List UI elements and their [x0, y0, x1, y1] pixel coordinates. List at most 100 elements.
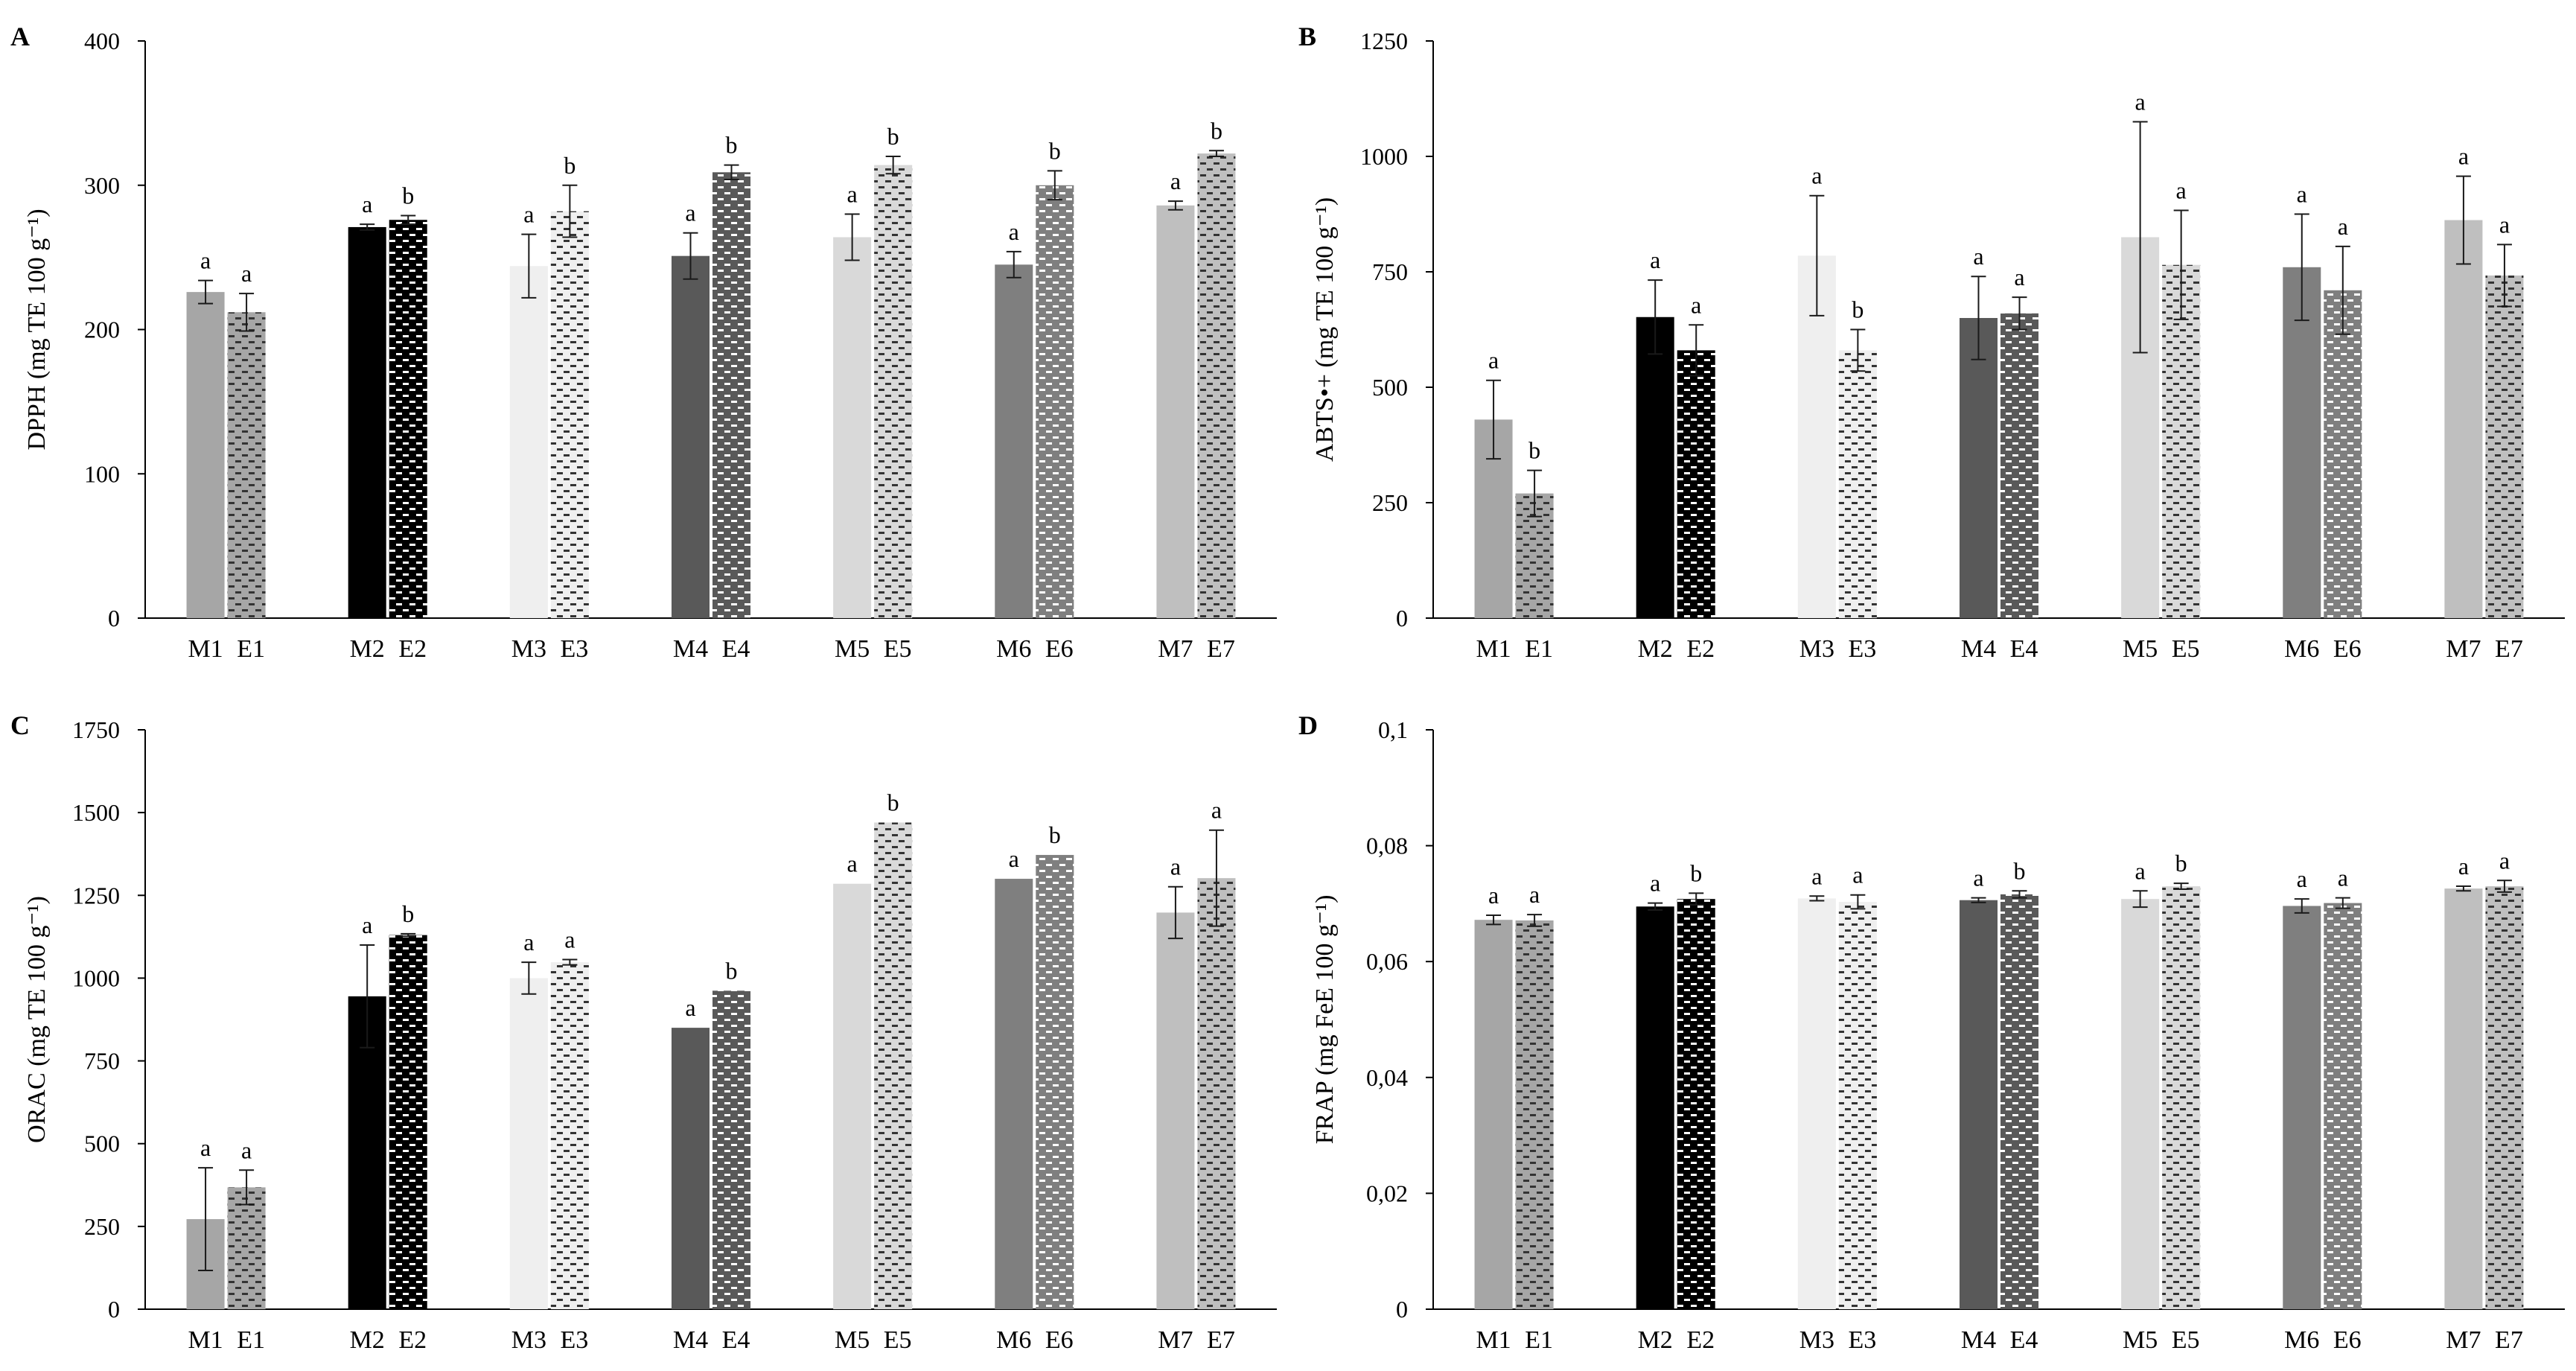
panel-a-chart: A 0 100 200 300 400 DPPH (mg TE 100 g⁻¹) a a M1 E1… [0, 0, 1288, 684]
x-tick-label-e6: E6 [1045, 1326, 1074, 1354]
errorbar-m3 [1809, 194, 1825, 316]
sig-label-m6: a [2297, 181, 2307, 208]
bar-e7 [2485, 886, 2524, 1309]
x-tick-label-m5: M5 [2123, 635, 2158, 663]
errorbar-e7 [1208, 829, 1224, 927]
sig-label-m2: a [1650, 246, 1660, 273]
x-tick-label-e3: E3 [560, 635, 588, 663]
x-tick-label-m7: M7 [1158, 1326, 1193, 1354]
x-tick-label-e6: E6 [1045, 635, 1074, 663]
sig-label-e6: a [2338, 213, 2348, 240]
x-tick-label-m2: M2 [350, 1326, 385, 1354]
x-tick-label-m6: M6 [996, 635, 1031, 663]
sig-label-m2: a [362, 191, 372, 217]
bar-m1 [1474, 920, 1513, 1309]
x-tick-label-e5: E5 [2172, 635, 2200, 663]
bar-m7 [2444, 888, 2483, 1309]
bar-e7 [1197, 878, 1236, 1309]
x-tick-label-m4: M4 [1961, 1326, 1996, 1354]
bar-m6 [995, 879, 1033, 1309]
sig-label-e1: a [241, 260, 252, 287]
x-tick-label-e5: E5 [884, 1326, 912, 1354]
sig-label-m3: a [1811, 862, 1822, 889]
x-tick-label-e3: E3 [560, 1326, 588, 1354]
errorbar-m4 [683, 232, 698, 280]
bar-m1 [186, 292, 225, 618]
bar-m2 [1636, 906, 1674, 1309]
x-tick-label-e4: E4 [722, 1326, 750, 1354]
errorbar-e3 [562, 958, 578, 966]
panel-d-letter: D [1298, 710, 1318, 740]
sig-label-e7: a [2499, 211, 2510, 238]
errorbar-m7 [1167, 885, 1183, 940]
errorbar-e1 [239, 1169, 255, 1206]
y-tick-label: 200 [84, 316, 120, 343]
errorbar-m6 [2294, 213, 2309, 322]
sig-label-m4: a [685, 994, 695, 1021]
sig-label-e5: a [2176, 177, 2187, 204]
bar-e1 [1515, 920, 1554, 1309]
x-tick-label-m2: M2 [350, 635, 385, 663]
sig-label-e7: a [2499, 847, 2510, 874]
sig-label-e3: a [564, 926, 575, 953]
errorbar-e3 [1850, 328, 1866, 372]
x-tick-label-e1: E1 [237, 1326, 265, 1354]
errorbar-e2 [401, 932, 416, 938]
panel-b-chart: B 0 250 500 750 1000 1250 ABTS•+ (mg TE 100 g⁻¹… [1288, 0, 2576, 684]
y-tick-label: 0,08 [1366, 833, 1408, 859]
errorbar-m2 [1648, 902, 1663, 911]
panel-d-chart: D 0 0,02 0,04 0,06 0,08 0,1 FRAP (mg FeE 100 g⁻… [1288, 684, 2576, 1367]
bar-m4 [1959, 900, 1998, 1309]
x-tick-label-m4: M4 [673, 1326, 708, 1354]
sig-label-m1: a [200, 247, 211, 274]
x-tick-label-e4: E4 [2010, 635, 2038, 663]
sig-label-e6: b [1049, 821, 1061, 848]
errorbar-m1 [198, 1167, 214, 1271]
bar-m5 [833, 883, 872, 1309]
y-tick-label: 1750 [72, 716, 120, 743]
bar-m7 [1156, 912, 1195, 1309]
sig-label-e3: b [1852, 296, 1864, 323]
x-tick-label-m6: M6 [2284, 1326, 2319, 1354]
errorbar-e2 [401, 214, 416, 226]
errorbar-m5 [844, 213, 860, 261]
errorbar-e1 [239, 293, 255, 332]
x-tick-label-e1: E1 [1525, 635, 1553, 663]
bar-e3 [550, 211, 589, 618]
y-axis-title: FRAP (mg FeE 100 g⁻¹) [1311, 895, 1339, 1145]
bar-e4 [2000, 313, 2039, 618]
y-tick-label: 0 [108, 1296, 120, 1323]
sig-label-e2: a [1691, 291, 1701, 318]
bar-m3 [509, 266, 548, 618]
bar-e5 [874, 165, 913, 618]
x-tick-label-m1: M1 [188, 635, 223, 663]
sig-label-e4: b [2014, 857, 2026, 884]
sig-label-m3: a [1811, 162, 1822, 189]
errorbar-e2 [1689, 892, 1704, 906]
x-tick-label-m7: M7 [2446, 1326, 2481, 1354]
errorbar-m5 [2132, 121, 2148, 354]
y-tick-label: 1000 [72, 964, 120, 991]
sig-label-e5: b [887, 123, 899, 150]
bar-m2 [348, 996, 386, 1309]
bar-m5 [2121, 899, 2160, 1309]
y-tick-label: 1500 [72, 799, 120, 826]
errorbar-e4 [2012, 296, 2027, 331]
bar-e4 [712, 172, 751, 618]
y-tick-label: 750 [1372, 258, 1408, 285]
bar-m6 [995, 264, 1033, 618]
x-tick-label-e5: E5 [2172, 1326, 2200, 1354]
sig-label-m7: a [2458, 853, 2469, 879]
y-axis-title: DPPH (mg TE 100 g⁻¹) [23, 209, 51, 450]
errorbar-e4 [724, 164, 739, 180]
bar-e6 [1036, 185, 1074, 618]
bar-e5 [2162, 264, 2201, 618]
x-tick-label-e7: E7 [2495, 1326, 2523, 1354]
sig-label-m1: a [1488, 882, 1499, 909]
bar-e4 [2000, 894, 2039, 1309]
sig-label-m6: a [2297, 865, 2307, 892]
sig-label-m5: a [847, 850, 858, 877]
errorbar-e1 [1527, 914, 1543, 927]
y-tick-label: 1250 [72, 882, 120, 909]
sig-label-m5: a [2135, 857, 2146, 884]
